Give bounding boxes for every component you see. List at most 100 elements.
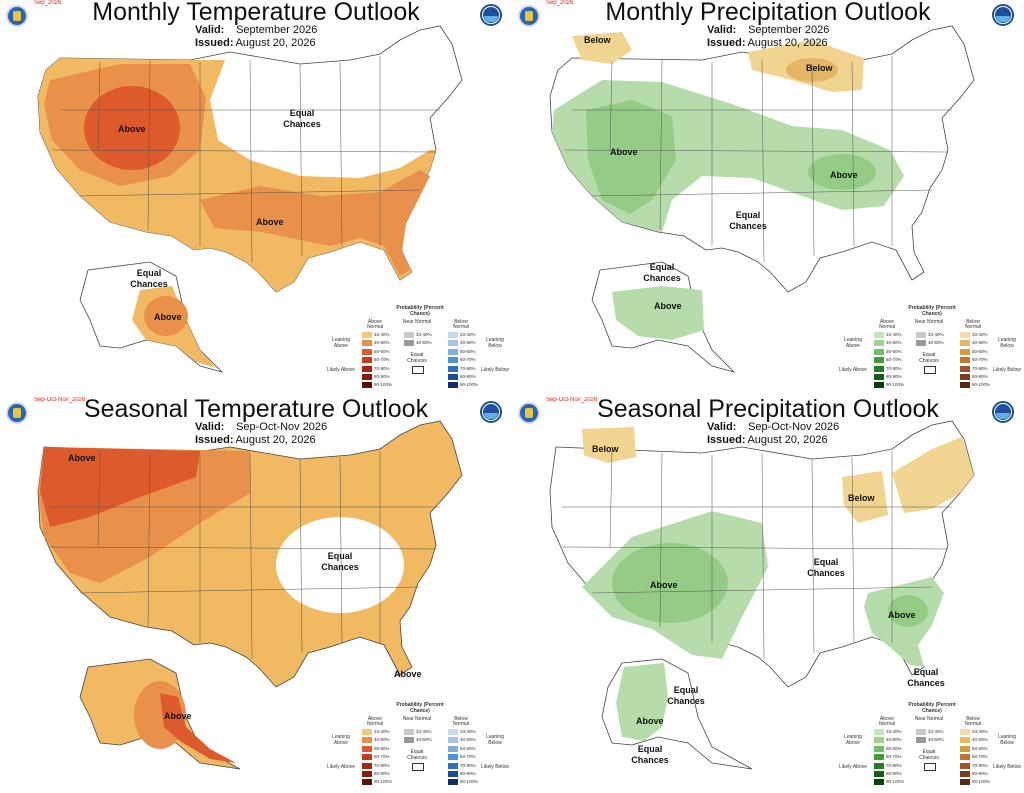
legend-above-swatch [362, 729, 372, 735]
panel-monthly-precipitation: Sep_2026 Monthly Precipitation Outlook V… [512, 0, 1024, 396]
legend-above-range: 60-70% [886, 754, 902, 760]
legend-above-range: 90-100% [374, 779, 393, 785]
panel-monthly-temperature: Sep_2026 Monthly Temperature Outlook Val… [0, 0, 512, 396]
panel-title: Seasonal Temperature Outlook [83, 397, 429, 423]
legend-above-swatch [362, 332, 372, 338]
legend-above-range: 80-90% [886, 771, 902, 776]
legend-above-range: 40-50% [886, 340, 902, 346]
map-label: Above [888, 610, 916, 620]
map-label: Equal Chances [729, 210, 767, 231]
legend-below-range: 70-80% [460, 762, 476, 768]
seasonal-precipitation-map [549, 420, 975, 770]
legend-likely-above: Likely Above [326, 764, 356, 770]
legend-above-range: 50-60% [886, 348, 902, 354]
legend-equal-swatch [924, 366, 936, 374]
legend-equal-chances: Equal Chances [919, 352, 939, 364]
legend-above-range: 80-90% [886, 374, 902, 379]
alaska-40-50 [144, 296, 188, 336]
legend-above-swatch [362, 382, 372, 389]
legend-above-range: 33-40% [886, 729, 902, 734]
legend-below-range: 50-60% [460, 348, 476, 354]
legend-above-range: 90-100% [886, 779, 905, 785]
legend-near-range: 33-40% [928, 332, 944, 337]
legend-below-swatch [448, 357, 458, 364]
legend-equal-chances: Equal Chances [407, 352, 427, 364]
legend-below-range: 40-50% [972, 340, 988, 346]
legend-below-swatch [448, 771, 458, 777]
legend-near-swatch [404, 332, 414, 338]
legend-title: Probability (Percent Chance) [396, 305, 444, 317]
map-label: Above [650, 580, 678, 590]
legend-below-range: 33-40% [460, 729, 476, 734]
precipitation-legend: Probability (Percent Chance) Above Normal… [834, 305, 1024, 395]
precip-lean-below-ne [892, 437, 974, 513]
legend-above-swatch [362, 348, 372, 355]
valid-line: Valid: September 2026 [195, 24, 317, 36]
panel-title: Monthly Temperature Outlook [92, 0, 420, 26]
legend-below-swatch [448, 332, 458, 338]
legend-above-swatch [874, 737, 884, 744]
legend-above-swatch [874, 762, 884, 769]
map-label: Equal Chances [667, 685, 705, 706]
legend-leaning-above: Leaning Above [332, 337, 350, 349]
legend-above-swatch [874, 357, 884, 364]
legend-below-swatch [960, 779, 970, 786]
commerce-logo-icon [6, 402, 28, 424]
legend-above-swatch [874, 745, 884, 752]
legend-likely-below: Likely Below [993, 367, 1021, 373]
map-label: Above [394, 669, 422, 679]
legend-above-range: 70-80% [374, 365, 390, 371]
precip-40-50-east [808, 154, 876, 190]
legend-above-range: 80-90% [374, 374, 390, 379]
legend-leaning-above: Leaning Above [332, 734, 350, 746]
seasonal-temperature-map [37, 420, 463, 770]
legend-below-range: 90-100% [460, 779, 479, 785]
legend-near-header: Near Normal [402, 716, 432, 722]
legend-above-swatch [874, 365, 884, 372]
map-label: Below [806, 63, 833, 73]
legend-below-swatch [960, 754, 970, 761]
legend-below-range: 80-90% [972, 771, 988, 776]
legend-above-swatch [362, 745, 372, 752]
legend-below-range: 50-60% [972, 745, 988, 751]
legend-likely-above: Likely Above [326, 367, 356, 373]
legend-below-swatch [448, 762, 458, 769]
precip-40-50-sw [612, 543, 728, 623]
legend-above-swatch [874, 771, 884, 777]
legend-below-range: 90-100% [972, 779, 991, 785]
legend-above-swatch [874, 754, 884, 761]
map-label: Equal Chances [130, 268, 168, 289]
legend-above-range: 50-60% [374, 348, 390, 354]
legend-above-swatch [874, 382, 884, 389]
legend-below-swatch [448, 382, 458, 389]
legend-equal-swatch [412, 763, 424, 771]
legend-above-header: Above Normal [366, 319, 384, 330]
panel-title: Monthly Precipitation Outlook [605, 0, 931, 26]
legend-below-header: Below Normal [452, 319, 470, 330]
map-label: Below [592, 444, 619, 454]
valid-value: September 2026 [748, 24, 830, 36]
legend-near-range: 40-50% [416, 340, 432, 346]
legend-near-swatch [916, 332, 926, 338]
legend-above-swatch [362, 737, 372, 744]
legend-below-range: 90-100% [972, 382, 991, 388]
legend-below-swatch [448, 348, 458, 355]
state-lines [563, 56, 952, 263]
date-tag: Sep-Oct-Nov_2026 [34, 397, 86, 403]
temp-50-60-core [84, 86, 180, 170]
legend-near-range: 33-40% [416, 332, 432, 337]
legend-above-range: 33-40% [374, 332, 390, 337]
legend-above-header: Above Normal [878, 319, 896, 330]
legend-leaning-above: Leaning Above [844, 337, 862, 349]
legend-below-range: 80-90% [460, 374, 476, 379]
legend-below-range: 80-90% [972, 374, 988, 379]
legend-likely-above: Likely Above [838, 764, 868, 770]
map-label: Above [610, 147, 638, 157]
legend-below-swatch [960, 374, 970, 380]
commerce-logo-icon [518, 402, 540, 424]
map-label: Above [164, 711, 192, 721]
legend-below-range: 70-80% [460, 365, 476, 371]
legend-likely-below: Likely Below [481, 764, 509, 770]
legend-below-range: 40-50% [972, 737, 988, 743]
precipitation-legend: Probability (Percent Chance) Above Normal… [834, 702, 1024, 792]
